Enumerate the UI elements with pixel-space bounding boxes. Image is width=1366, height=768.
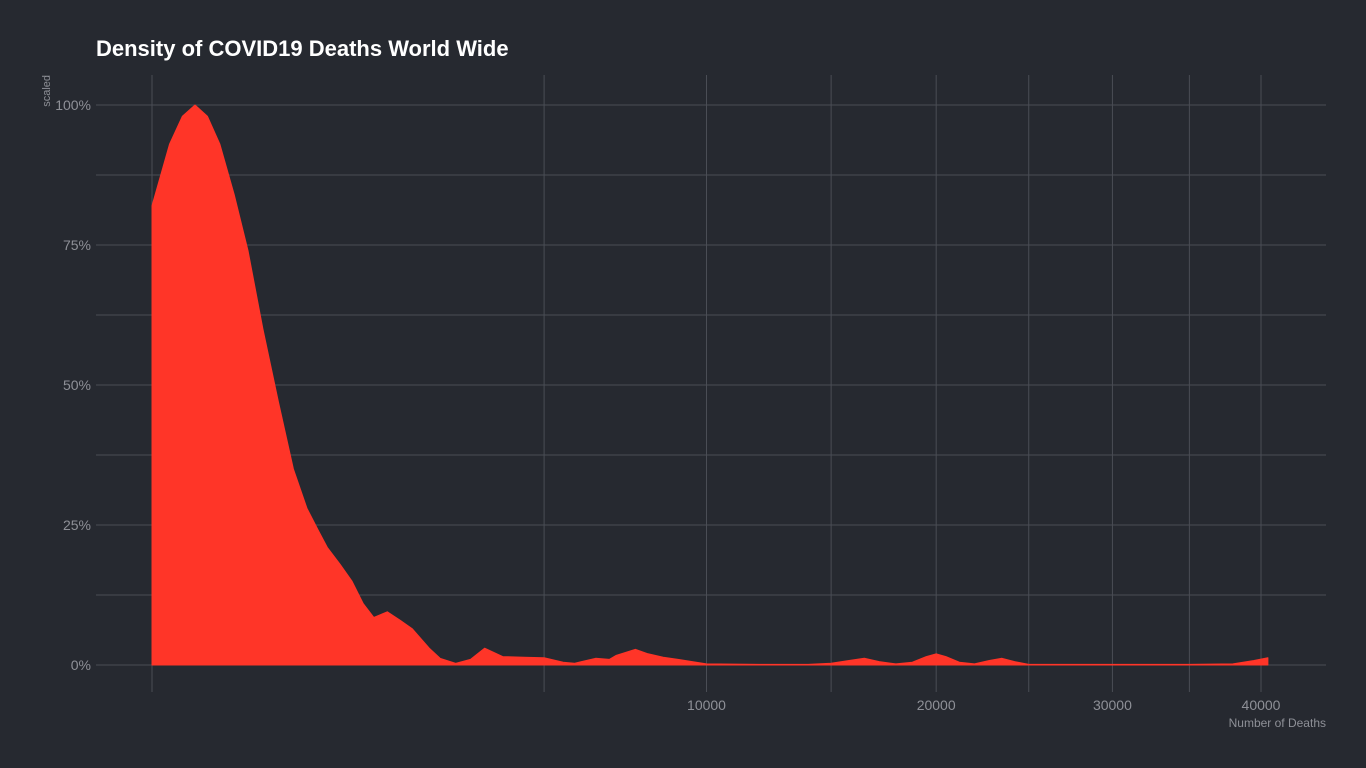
x-axis-tick-labels: 10000 20000 30000 40000	[687, 697, 1281, 713]
y-tick-label: 75%	[63, 237, 91, 253]
y-tick-label: 50%	[63, 377, 91, 393]
y-tick-label: 100%	[55, 97, 91, 113]
y-axis-label: scaled	[41, 75, 53, 107]
x-tick-label: 40000	[1242, 697, 1281, 713]
x-axis-label: Number of Deaths	[1229, 716, 1326, 730]
x-tick-label: 20000	[917, 697, 956, 713]
y-axis-tick-labels: 0% 25% 50% 75% 100%	[55, 97, 91, 673]
y-tick-label: 25%	[63, 517, 91, 533]
y-tick-label: 0%	[71, 657, 91, 673]
chart-title: Density of COVID19 Deaths World Wide	[96, 36, 509, 61]
x-tick-label: 30000	[1093, 697, 1132, 713]
x-tick-label: 10000	[687, 697, 726, 713]
density-area	[151, 104, 1269, 666]
